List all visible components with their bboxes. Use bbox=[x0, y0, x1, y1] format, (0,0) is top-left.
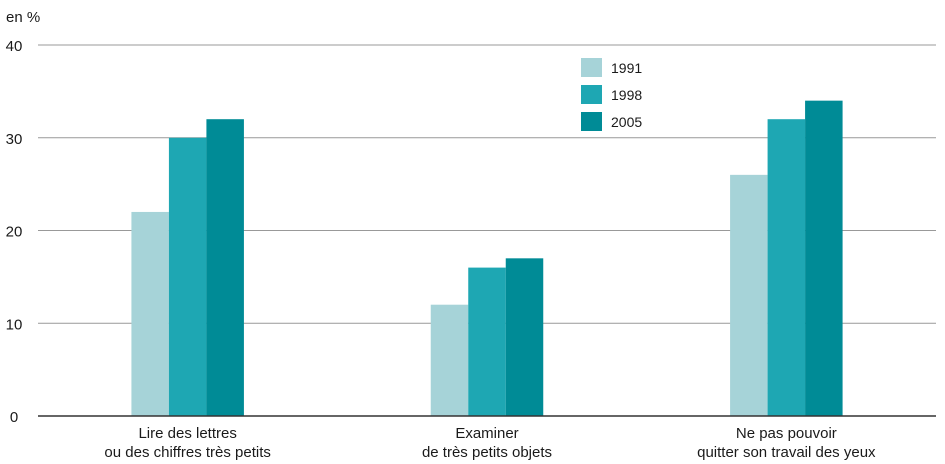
legend-label-2005: 2005 bbox=[611, 114, 642, 130]
category-labels: Lire des lettres ou des chiffres très pet… bbox=[104, 425, 876, 461]
x-category-label: Lire des lettres bbox=[138, 425, 236, 442]
bar-2005-2 bbox=[505, 258, 544, 416]
legend-label-1998: 1998 bbox=[611, 87, 642, 103]
x-category-label: de très petits objets bbox=[422, 444, 552, 461]
y-axis-ticks: 0 10 20 30 40 bbox=[6, 38, 23, 426]
bar-2005-3 bbox=[805, 100, 843, 417]
x-category-label: ou des chiffres très petits bbox=[104, 444, 270, 461]
bar-1998-1 bbox=[168, 137, 207, 416]
y-tick-label: 40 bbox=[6, 38, 23, 55]
bars bbox=[131, 100, 843, 417]
bar-2005-1 bbox=[206, 119, 244, 416]
bar-1991-1 bbox=[131, 211, 169, 416]
y-tick-label: 0 bbox=[10, 409, 18, 426]
bar-1991-3 bbox=[730, 174, 768, 416]
legend-swatch-2005 bbox=[581, 112, 602, 131]
bar-1991-2 bbox=[430, 304, 469, 416]
y-tick-label: 20 bbox=[6, 224, 23, 241]
bar-1998-2 bbox=[468, 267, 506, 416]
y-tick-label: 10 bbox=[6, 316, 23, 333]
legend: 1991 1998 2005 bbox=[581, 58, 642, 131]
y-axis-unit-label: en % bbox=[6, 9, 40, 26]
legend-swatch-1998 bbox=[581, 85, 602, 104]
legend-label-1991: 1991 bbox=[611, 60, 642, 76]
x-category-label: Examiner bbox=[455, 425, 518, 442]
legend-swatch-1991 bbox=[581, 58, 602, 77]
x-category-label: Ne pas pouvoir bbox=[736, 425, 837, 442]
y-tick-label: 30 bbox=[6, 131, 23, 148]
x-category-label: quitter son travail des yeux bbox=[697, 444, 876, 461]
bar-1998-3 bbox=[767, 119, 806, 416]
